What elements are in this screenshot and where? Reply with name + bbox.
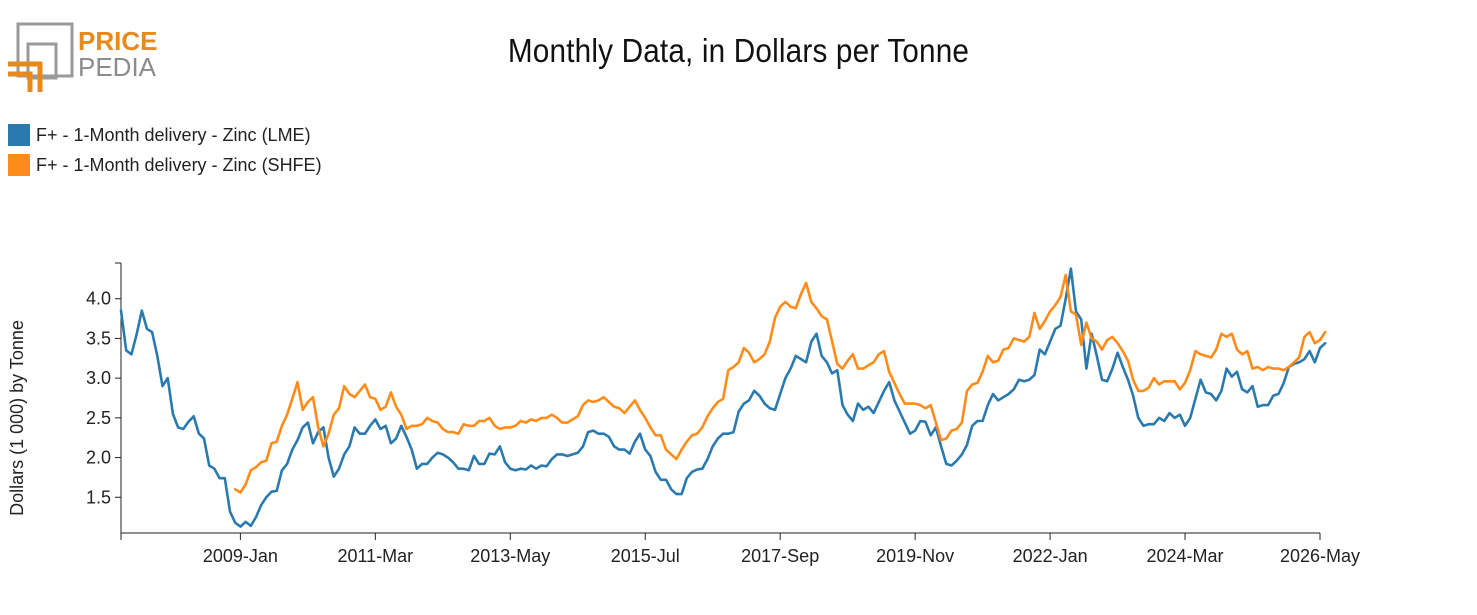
legend-item-shfe[interactable]: F+ - 1-Month delivery - Zinc (SHFE) (8, 150, 322, 180)
legend-swatch-shfe (8, 154, 30, 176)
legend-label-shfe: F+ - 1-Month delivery - Zinc (SHFE) (36, 154, 322, 175)
y-tick-label: 2.0 (86, 448, 111, 468)
y-axis-label: Dollars (1 000) by Tonne (7, 320, 27, 516)
y-tick-label: 3.0 (86, 368, 111, 388)
logo-mark (8, 22, 74, 92)
axes: 1.5 2.0 2.5 3.0 3.5 4.0 2009-Jan 2011-Mar 2013-M… (86, 262, 1360, 566)
x-tick-label: 2024-Mar (1147, 546, 1224, 566)
x-tick-label: 2022-Jan (1013, 546, 1088, 566)
legend-label-lme: F+ - 1-Month delivery - Zinc (LME) (36, 124, 311, 145)
legend: F+ - 1-Month delivery - Zinc (LME) F+ - … (8, 120, 322, 180)
y-tick-label: 1.5 (86, 487, 111, 507)
y-tick-label: 4.0 (86, 289, 111, 309)
y-tick-label: 3.5 (86, 328, 111, 348)
chart-title: Monthly Data, in Dollars per Tonne (507, 32, 970, 69)
x-tick-label: 2009-Jan (203, 546, 278, 566)
x-tick-label: 2013-May (470, 546, 550, 566)
logo-text-pedia: PEDIA (78, 52, 157, 82)
x-tick-label: 2015-Jul (611, 546, 680, 566)
series-line-lme (119, 267, 1327, 528)
pricepedia-logo: PRICE PEDIA (8, 22, 157, 92)
series-line-shfe (233, 273, 1327, 494)
x-tick-label: 2026-May (1280, 546, 1360, 566)
legend-item-lme[interactable]: F+ - 1-Month delivery - Zinc (LME) (8, 120, 322, 150)
x-tick-label: 2011-Mar (337, 546, 413, 566)
x-tick-label: 2019-Nov (876, 546, 954, 566)
series-layer (119, 267, 1327, 528)
logo-text-price: PRICE (78, 26, 157, 56)
legend-swatch-lme (8, 124, 30, 146)
y-tick-label: 2.5 (86, 408, 111, 428)
x-tick-label: 2017-Sep (741, 546, 819, 566)
